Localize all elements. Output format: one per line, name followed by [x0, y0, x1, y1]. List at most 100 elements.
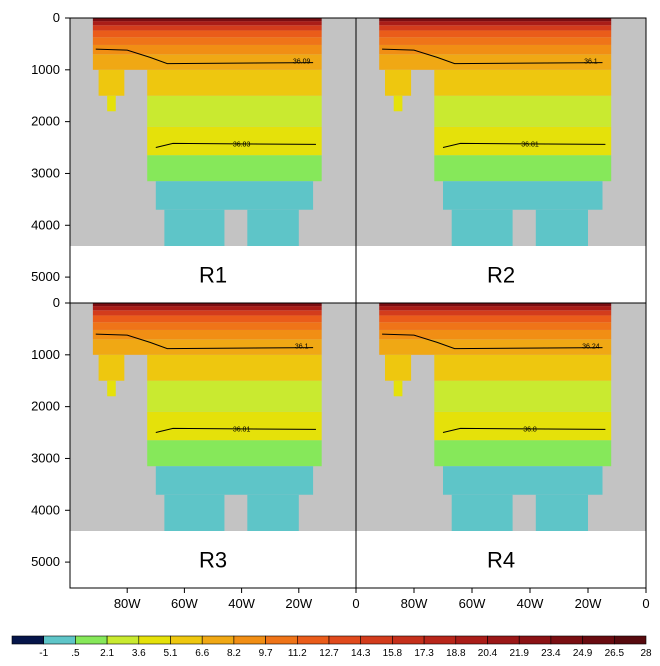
contour-label: 36.24 — [582, 344, 600, 351]
temp-band — [92, 315, 322, 323]
empty-region — [70, 246, 356, 303]
x-tick-label: 40W — [228, 596, 255, 611]
panel-r3: 36.1 36.81 R3 — [69, 302, 357, 589]
temp-band — [379, 329, 612, 340]
temp-band — [379, 25, 612, 31]
colorbar-swatch — [75, 635, 108, 645]
temp-band — [92, 322, 322, 330]
colorbar-label: 28 — [640, 648, 652, 659]
colorbar-label: 11.2 — [288, 648, 307, 659]
temp-band — [379, 30, 612, 38]
temp-band — [98, 69, 125, 96]
temp-band — [92, 44, 322, 55]
colorbar-swatch — [43, 635, 76, 645]
temp-band — [393, 95, 403, 112]
temp-band — [155, 181, 314, 210]
contour-line — [155, 142, 316, 149]
temp-band — [92, 18, 322, 22]
temp-band — [92, 25, 322, 31]
temp-band — [147, 411, 322, 441]
colorbar-swatch — [518, 635, 552, 645]
panel-label: R2 — [487, 262, 515, 287]
temp-band — [385, 354, 412, 381]
temp-band — [434, 126, 612, 156]
colorbar-swatch — [582, 635, 615, 645]
colorbar-swatch — [550, 635, 583, 645]
panel-r1: 36.09 36.83 R1 — [69, 17, 357, 304]
x-tick-label: 0 — [642, 596, 649, 611]
colorbar-swatch — [487, 635, 520, 645]
colorbar-label: 20.4 — [478, 648, 498, 659]
x-tick-label: 60W — [459, 596, 486, 611]
temp-band — [379, 37, 612, 45]
temp-band — [451, 494, 513, 531]
colorbar-label: 26.5 — [605, 648, 625, 659]
colorbar-label: 8.2 — [227, 648, 241, 659]
temp-band — [92, 54, 322, 70]
temp-band — [451, 209, 513, 246]
temp-band — [92, 310, 322, 316]
x-tick-label: 80W — [114, 596, 141, 611]
empty-region — [70, 531, 356, 588]
colorbar-swatch — [138, 635, 171, 645]
contour-label: 36.09 — [293, 59, 311, 66]
contour-label: 36.1 — [295, 344, 309, 351]
temp-band — [92, 339, 322, 355]
temp-band — [434, 380, 612, 412]
y-tick-label: 2000 — [31, 114, 60, 129]
colorbar-swatch — [170, 635, 203, 645]
y-tick-label: 0 — [53, 10, 60, 25]
temp-band — [379, 322, 612, 330]
colorbar-label: 18.8 — [446, 648, 466, 659]
temp-band — [92, 30, 322, 38]
colorbar-swatch — [360, 635, 393, 645]
temp-band — [164, 494, 225, 531]
temp-band — [379, 44, 612, 55]
y-tick-label: 5000 — [31, 269, 60, 284]
colorbar-label: 14.3 — [351, 648, 371, 659]
empty-region — [356, 531, 646, 588]
temp-band — [443, 181, 603, 210]
temp-band — [385, 69, 412, 96]
contour-line — [95, 48, 314, 65]
y-tick-label: 5000 — [31, 554, 60, 569]
colorbar: -1 .5 2.1 3.6 5.1 6.6 8.2 9.7 11.2 12.7 14.3 15.8 17… — [11, 635, 652, 659]
colorbar-swatch — [201, 635, 235, 645]
temp-band — [247, 494, 299, 531]
contour-label: 36.8 — [523, 426, 537, 433]
colorbar-label: 2.1 — [100, 648, 114, 659]
x-tick-label: 0 — [352, 596, 359, 611]
colorbar-label: 15.8 — [383, 648, 403, 659]
panel-r4: 36.24 36.8 R4 — [355, 302, 647, 589]
temp-band — [98, 354, 125, 381]
temp-band — [164, 209, 225, 246]
contour-line — [382, 333, 603, 350]
x-tick-label: 20W — [285, 596, 312, 611]
y-tick-label: 4000 — [31, 502, 60, 517]
panel-label: R4 — [487, 547, 515, 572]
colorbar-label: 12.7 — [319, 648, 339, 659]
contour-label: 36.1 — [584, 59, 598, 66]
temp-band — [147, 126, 322, 156]
temp-band — [379, 21, 612, 26]
temp-band — [379, 18, 612, 22]
contour-label: 36.81 — [521, 141, 539, 148]
contour-line — [442, 142, 606, 149]
temp-band — [434, 95, 612, 127]
y-tick-label: 0 — [53, 295, 60, 310]
temp-band — [535, 209, 588, 246]
temp-band — [247, 209, 299, 246]
temp-band — [147, 155, 322, 182]
x-tick-label: 60W — [171, 596, 198, 611]
temp-band — [92, 37, 322, 45]
temp-band — [92, 306, 322, 311]
colorbar-swatch — [613, 635, 647, 645]
y-tick-label: 3000 — [31, 450, 60, 465]
temp-band — [434, 354, 612, 381]
colorbar-swatch — [423, 635, 457, 645]
y-tick-label: 2000 — [31, 399, 60, 414]
temp-band — [434, 155, 612, 182]
y-tick-label: 1000 — [31, 347, 60, 362]
colorbar-label: 24.9 — [573, 648, 593, 659]
